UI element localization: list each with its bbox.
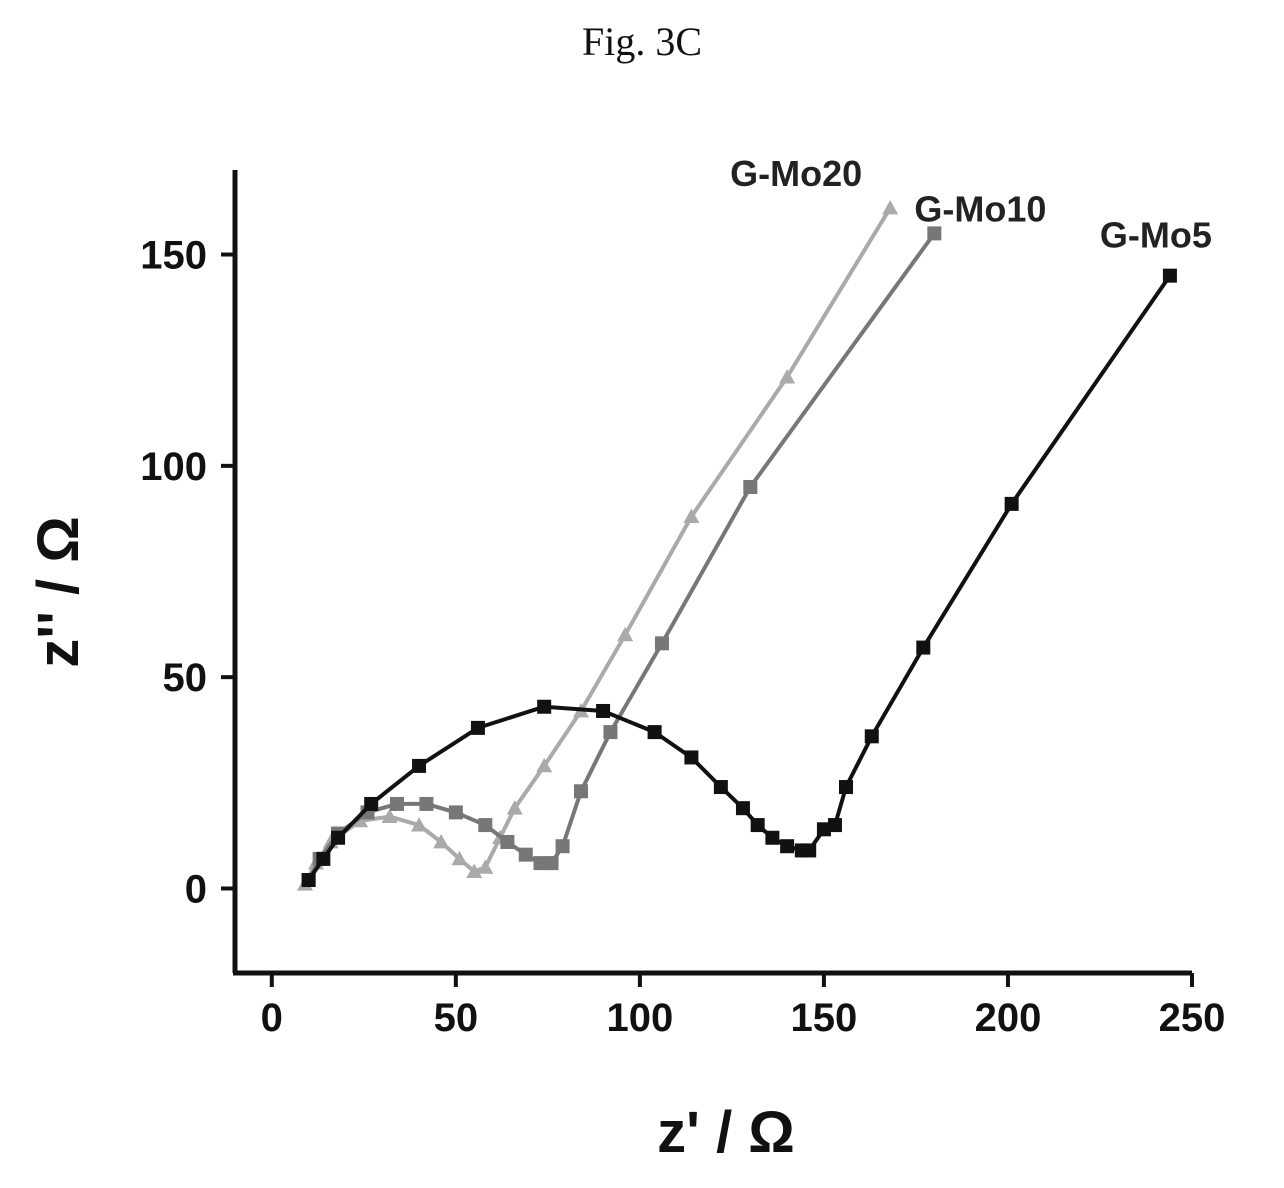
data-point [864, 729, 879, 744]
data-point [735, 801, 750, 816]
data-point [536, 757, 553, 773]
data-point [537, 699, 552, 714]
data-point [477, 859, 494, 874]
data-point [916, 640, 931, 655]
data-point [743, 479, 758, 494]
data-point [882, 200, 899, 215]
data-point [780, 839, 795, 854]
data-point [301, 873, 316, 888]
data-point [331, 830, 346, 845]
data-point [684, 750, 699, 765]
figure-title: Fig. 3C [581, 19, 703, 64]
data-point [518, 847, 533, 862]
data-point [316, 851, 331, 866]
data-point [364, 796, 379, 811]
y-tick-label: 100 [140, 445, 207, 489]
data-point [839, 780, 854, 795]
data-point [927, 226, 942, 241]
data-point [1004, 496, 1019, 511]
y-axis-title: z'' / Ω [26, 516, 91, 667]
x-tick-label: 100 [607, 996, 674, 1040]
y-tick-label: 50 [163, 656, 208, 700]
data-point [750, 818, 765, 833]
data-point [433, 833, 450, 849]
data-point [419, 796, 434, 811]
data-point [617, 626, 634, 642]
x-tick-label: 50 [434, 996, 479, 1040]
y-tick-label: 150 [140, 234, 207, 278]
plot-area [296, 200, 1177, 891]
data-point [802, 843, 817, 858]
data-point [411, 817, 428, 832]
chart-axes [232, 170, 1192, 976]
y-tick-label: 0 [185, 867, 207, 911]
data-point [478, 818, 493, 833]
series-label-g-mo20: G-Mo20 [730, 153, 862, 194]
data-point [596, 703, 611, 718]
series-line-g-mo5 [306, 274, 1172, 882]
data-point [544, 856, 559, 871]
series-label-g-mo5: G-Mo5 [1100, 215, 1212, 256]
data-point [827, 818, 842, 833]
series-label-g-mo10: G-Mo10 [914, 188, 1046, 229]
data-point [466, 863, 483, 878]
series-g-mo20 [296, 200, 899, 891]
data-point [448, 805, 463, 820]
x-tick-label: 200 [975, 996, 1042, 1040]
data-point [470, 720, 485, 735]
data-point [647, 725, 662, 740]
data-point [533, 856, 548, 871]
data-point [573, 784, 588, 799]
series-g-mo5 [301, 268, 1177, 888]
data-point [381, 808, 398, 824]
data-point [779, 369, 796, 384]
x-tick-label: 0 [261, 996, 283, 1040]
data-point [654, 636, 669, 651]
data-point [500, 834, 515, 849]
data-point [713, 780, 728, 795]
data-point [451, 850, 468, 866]
data-point [603, 725, 618, 740]
data-point [555, 839, 570, 854]
data-point [389, 796, 404, 811]
x-axis-title: z' / Ω [657, 1100, 795, 1165]
series-line-g-mo20 [303, 206, 892, 886]
data-point [506, 800, 523, 815]
data-point [1162, 268, 1177, 283]
x-axis-ticks: 0 50 100 150 200 250 [261, 973, 1226, 1040]
data-point [816, 822, 831, 837]
series-labels: G-Mo20 G-Mo10 G-Mo5 [730, 153, 1212, 256]
data-point [683, 508, 700, 523]
data-point [765, 830, 780, 845]
x-tick-label: 150 [791, 996, 858, 1040]
y-axis-ticks: 0 50 100 150 [140, 234, 235, 911]
data-point [412, 758, 427, 773]
x-tick-label: 250 [1159, 996, 1226, 1040]
